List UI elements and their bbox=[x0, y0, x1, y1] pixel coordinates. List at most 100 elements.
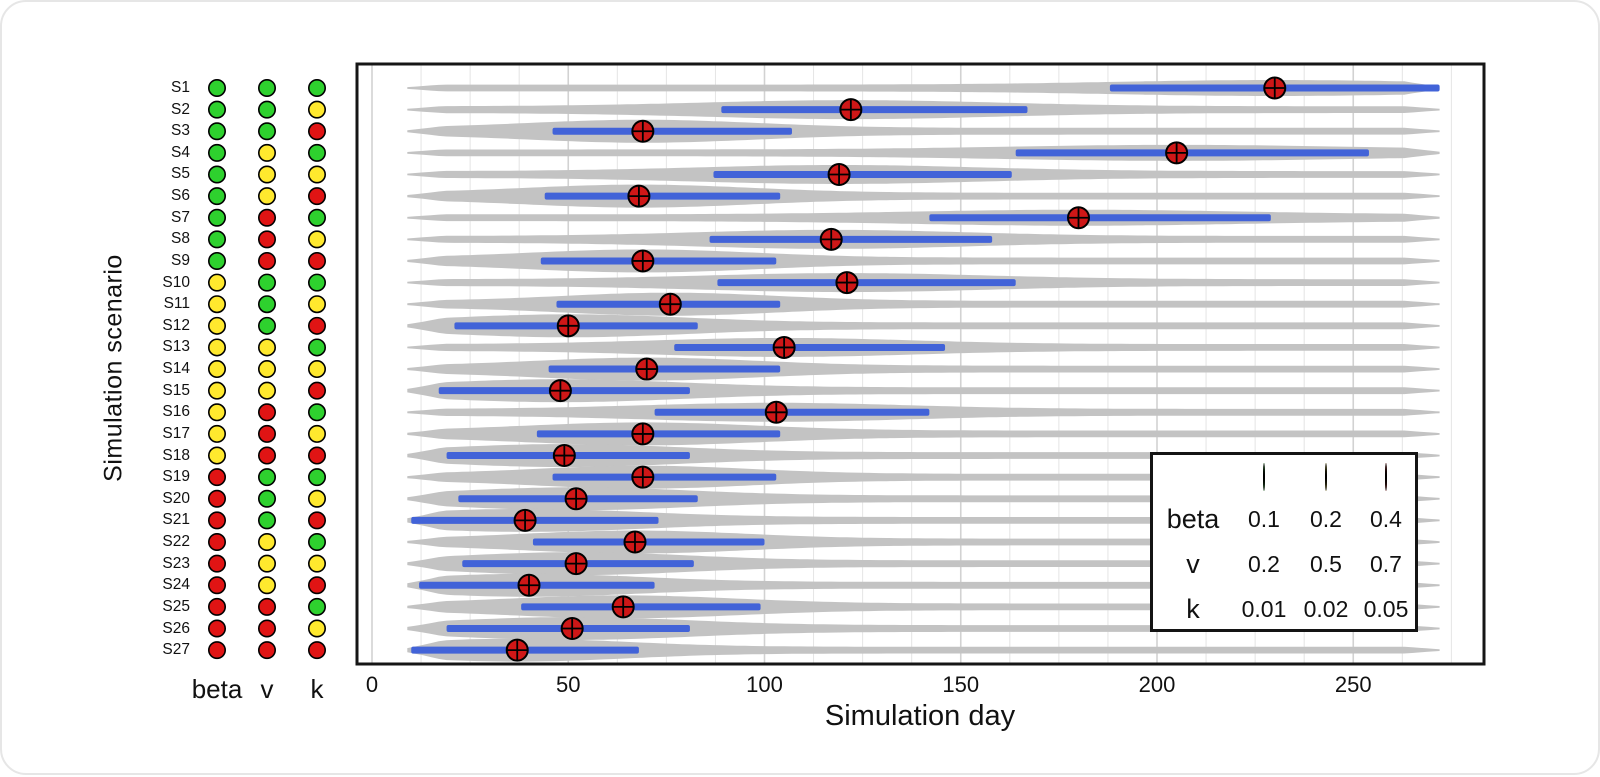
median-marker-S26 bbox=[562, 618, 583, 639]
interval-bar-S4 bbox=[1016, 149, 1369, 156]
v-level-dot-S26 bbox=[259, 620, 275, 636]
beta-level-dot-S1 bbox=[209, 80, 225, 96]
interval-bar-S22 bbox=[533, 539, 765, 546]
interval-bar-S6 bbox=[545, 193, 781, 200]
beta-level-dot-S6 bbox=[209, 188, 225, 204]
interval-bar-S10 bbox=[717, 279, 1015, 286]
median-marker-S22 bbox=[624, 532, 645, 553]
beta-level-dot-S17 bbox=[209, 426, 225, 442]
k-level-dot-S3 bbox=[309, 123, 325, 139]
y-axis-label: Simulation scenario bbox=[100, 254, 129, 482]
x-tick-label-0: 0 bbox=[337, 672, 407, 698]
beta-level-dot-S27 bbox=[209, 642, 225, 658]
interval-bar-S14 bbox=[549, 366, 781, 373]
v-level-dot-S1 bbox=[259, 80, 275, 96]
k-level-dot-S17 bbox=[309, 426, 325, 442]
beta-level-dot-S22 bbox=[209, 534, 225, 550]
k-level-dot-S12 bbox=[309, 318, 325, 334]
beta-level-dot-S21 bbox=[209, 512, 225, 528]
scenario-label-S7: S7 bbox=[140, 208, 190, 228]
median-marker-S3 bbox=[632, 121, 653, 142]
v-level-dot-S4 bbox=[259, 145, 275, 161]
k-level-dot-S18 bbox=[309, 447, 325, 463]
scenario-label-S26: S26 bbox=[140, 619, 190, 639]
beta-level-dot-S8 bbox=[209, 231, 225, 247]
legend-value: 0.1 bbox=[1233, 506, 1295, 533]
scenario-label-S14: S14 bbox=[140, 359, 190, 379]
beta-level-dot-S3 bbox=[209, 123, 225, 139]
scenario-label-S22: S22 bbox=[140, 532, 190, 552]
legend-value: 0.4 bbox=[1357, 506, 1415, 533]
x-tick-label-150: 150 bbox=[926, 672, 996, 698]
v-level-dot-S11 bbox=[259, 296, 275, 312]
median-marker-S12 bbox=[558, 315, 579, 336]
median-marker-S2 bbox=[840, 99, 861, 120]
scenario-label-S19: S19 bbox=[140, 467, 190, 487]
v-level-dot-S12 bbox=[259, 318, 275, 334]
median-marker-S8 bbox=[821, 229, 842, 250]
parameter-legend: beta 0.1 0.2 0.4 v 0.2 0.5 0.7 k 0.01 0.… bbox=[1150, 452, 1418, 632]
k-level-dot-S10 bbox=[309, 274, 325, 290]
legend-row-label: k bbox=[1153, 594, 1233, 625]
beta-level-dot-S10 bbox=[209, 274, 225, 290]
interval-bar-S19 bbox=[553, 474, 777, 481]
beta-level-dot-S2 bbox=[209, 101, 225, 117]
median-marker-S7 bbox=[1068, 207, 1089, 228]
interval-bar-S2 bbox=[721, 106, 1027, 113]
scenario-label-S11: S11 bbox=[140, 294, 190, 314]
legend-swatch-green bbox=[1233, 464, 1295, 491]
v-level-dot-S18 bbox=[259, 447, 275, 463]
median-marker-S23 bbox=[566, 553, 587, 574]
legend-row-label: beta bbox=[1153, 504, 1233, 535]
v-level-dot-S5 bbox=[259, 166, 275, 182]
median-marker-S19 bbox=[632, 467, 653, 488]
interval-bar-S5 bbox=[713, 171, 1011, 178]
median-marker-S1 bbox=[1264, 78, 1285, 99]
k-level-dot-S19 bbox=[309, 469, 325, 485]
param-column-label-beta: beta bbox=[192, 674, 243, 705]
beta-level-dot-S9 bbox=[209, 253, 225, 269]
scenario-label-S1: S1 bbox=[140, 78, 190, 98]
interval-bar-S25 bbox=[521, 603, 760, 610]
legend-value: 0.2 bbox=[1295, 506, 1357, 533]
k-level-dot-S5 bbox=[309, 166, 325, 182]
scenario-label-S27: S27 bbox=[140, 640, 190, 660]
scenario-label-S18: S18 bbox=[140, 446, 190, 466]
k-level-dot-S24 bbox=[309, 577, 325, 593]
k-level-dot-S14 bbox=[309, 361, 325, 377]
v-level-dot-S21 bbox=[259, 512, 275, 528]
median-marker-S18 bbox=[554, 445, 575, 466]
scenario-label-S21: S21 bbox=[140, 510, 190, 530]
beta-level-dot-S26 bbox=[209, 620, 225, 636]
k-level-dot-S7 bbox=[309, 210, 325, 226]
beta-level-dot-S11 bbox=[209, 296, 225, 312]
legend-value: 0.7 bbox=[1357, 551, 1415, 578]
scenario-label-S16: S16 bbox=[140, 402, 190, 422]
median-marker-S15 bbox=[550, 380, 571, 401]
param-column-label-v: v bbox=[261, 674, 274, 705]
median-marker-S21 bbox=[515, 510, 536, 531]
scenario-label-S24: S24 bbox=[140, 575, 190, 595]
scenario-label-S17: S17 bbox=[140, 424, 190, 444]
k-level-dot-S21 bbox=[309, 512, 325, 528]
k-level-dot-S1 bbox=[309, 80, 325, 96]
scenario-label-S23: S23 bbox=[140, 554, 190, 574]
x-tick-label-50: 50 bbox=[533, 672, 603, 698]
v-level-dot-S3 bbox=[259, 123, 275, 139]
legend-value: 0.5 bbox=[1295, 551, 1357, 578]
green-dot-icon bbox=[1263, 463, 1265, 491]
x-tick-label-250: 250 bbox=[1318, 672, 1388, 698]
v-level-dot-S27 bbox=[259, 642, 275, 658]
scenario-label-S9: S9 bbox=[140, 251, 190, 271]
median-marker-S24 bbox=[519, 575, 540, 596]
k-level-dot-S27 bbox=[309, 642, 325, 658]
x-tick-label-200: 200 bbox=[1122, 672, 1192, 698]
v-level-dot-S23 bbox=[259, 555, 275, 571]
beta-level-dot-S7 bbox=[209, 210, 225, 226]
legend-swatch-yellow bbox=[1295, 464, 1357, 491]
interval-bar-S9 bbox=[541, 257, 777, 264]
scenario-label-S25: S25 bbox=[140, 597, 190, 617]
beta-level-dot-S12 bbox=[209, 318, 225, 334]
